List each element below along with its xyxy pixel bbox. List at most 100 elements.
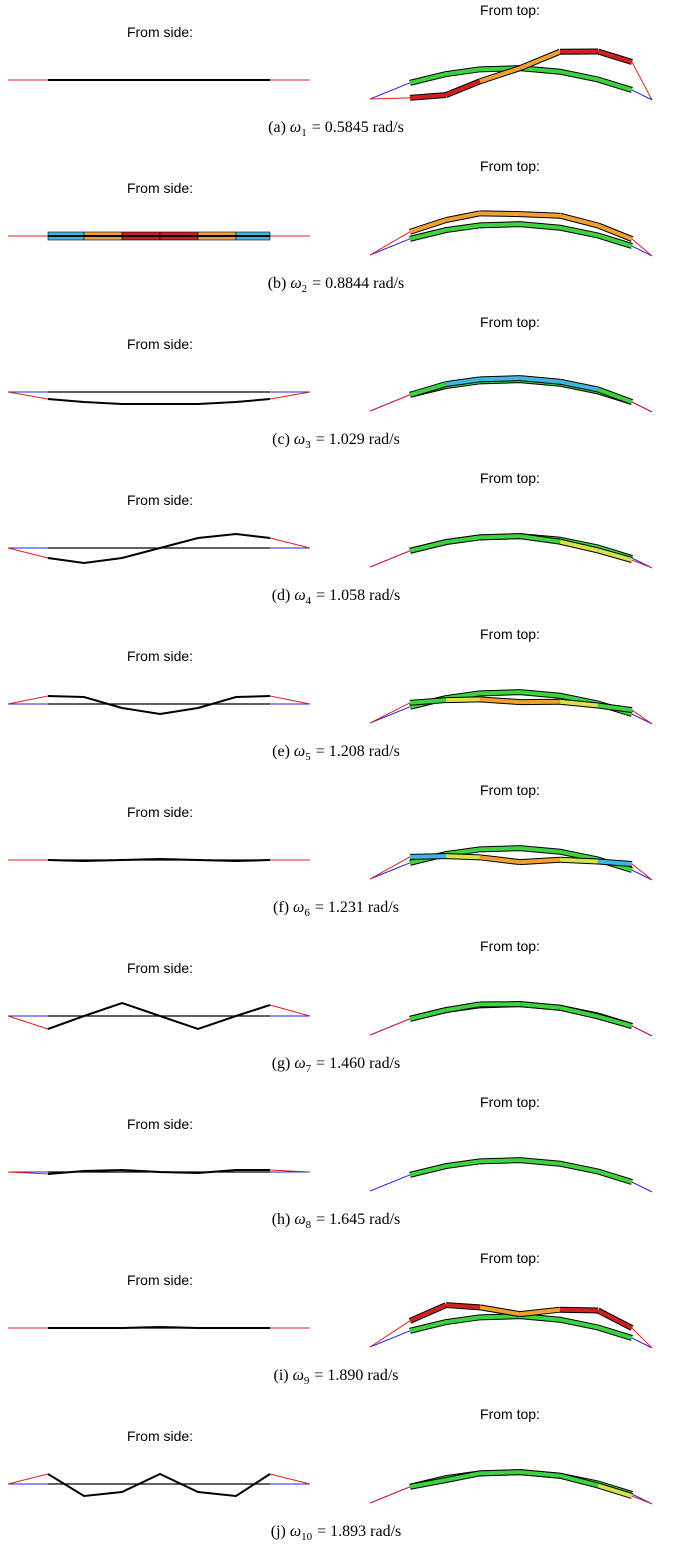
side-view-label: From side:: [127, 336, 193, 352]
top-cable: [370, 1321, 410, 1347]
caption-value: = 1.893 rad/s: [317, 1523, 401, 1540]
caption-label: (d): [272, 587, 291, 604]
caption-symbol: ω: [293, 1367, 304, 1384]
top-deformed-segment: [446, 81, 480, 95]
top-cable: [632, 1026, 652, 1036]
caption-value: = 1.058 rad/s: [316, 587, 400, 604]
top-deformed-segment: [598, 51, 632, 62]
caption-label: (e): [272, 743, 290, 760]
caption-value: = 1.460 rad/s: [316, 1055, 400, 1072]
caption: (e)ω5 = 1.208 rad/s: [272, 743, 400, 763]
caption-subscript: 3: [305, 439, 311, 451]
top-deformed-segment: [480, 536, 520, 537]
top-support: [370, 1175, 410, 1191]
top-view-label: From top:: [480, 470, 540, 486]
top-cable: [370, 395, 410, 411]
side-view-label: From side:: [127, 180, 193, 196]
caption-value: = 0.5845 rad/s: [312, 119, 404, 136]
caption-subscript: 5: [305, 751, 311, 763]
top-view-label: From top:: [480, 782, 540, 798]
top-deformed-segment: [520, 52, 560, 68]
mode-panel: From side:From top:(i)ω9= 1.890 rad/s: [8, 1250, 652, 1387]
side-view-label: From side:: [127, 1272, 193, 1288]
top-deformed-segment: [480, 699, 520, 702]
top-cable: [370, 1019, 410, 1035]
side-cable: [8, 1474, 48, 1484]
caption: (d)ω4 = 1.058 rad/s: [272, 587, 401, 607]
side-cable: [8, 548, 48, 558]
top-deformed-segment: [446, 1305, 480, 1307]
side-cable: [8, 696, 48, 704]
top-beam: [410, 68, 632, 90]
top-deformed-segment: [560, 860, 598, 862]
top-deformed-segment: [446, 856, 480, 857]
top-cable: [370, 703, 410, 723]
caption-symbol: ω: [294, 587, 305, 604]
caption-value: = 1.208 rad/s: [316, 743, 400, 760]
caption: (f)ω6= 1.231 rad/s: [273, 899, 399, 919]
top-cable: [632, 1496, 652, 1504]
top-deformed-segment: [560, 216, 598, 226]
top-view-label: From top:: [480, 938, 540, 954]
caption-symbol: ω: [294, 743, 305, 760]
caption-label: (b): [268, 275, 287, 292]
caption-subscript: 2: [302, 283, 308, 295]
top-cable: [632, 560, 652, 568]
mode-panel: From side: From top: (e)ω5 = 1.208 rad/s: [8, 626, 652, 763]
top-cable: [632, 62, 652, 100]
top-cable: [370, 1487, 410, 1503]
caption-subscript: 10: [301, 1531, 313, 1543]
top-deformed-segment: [520, 1310, 560, 1314]
top-deformed-segment: [446, 1004, 480, 1010]
side-cable: [270, 1005, 310, 1016]
caption-subscript: 7: [306, 1063, 312, 1075]
side-deformed-beam: [48, 1474, 270, 1496]
caption-symbol: ω: [290, 275, 301, 292]
caption: (b)ω2= 0.8844 rad/s: [268, 275, 405, 295]
caption-symbol: ω: [293, 899, 304, 916]
top-view-label: From top:: [480, 1250, 540, 1266]
caption-value: = 1.029 rad/s: [316, 431, 400, 448]
top-view-label: From top:: [480, 158, 540, 174]
side-deformed-beam: [48, 399, 270, 404]
top-support: [370, 83, 410, 99]
top-cable: [632, 710, 652, 724]
caption-label: (i): [273, 1367, 288, 1384]
top-support: [632, 1338, 652, 1348]
top-view-label: From top:: [480, 626, 540, 642]
top-view-label: From top:: [480, 314, 540, 330]
caption-symbol: ω: [294, 431, 305, 448]
caption-label: (j): [271, 1523, 286, 1540]
side-view-label: From side:: [127, 804, 193, 820]
caption-label: (f): [273, 899, 289, 916]
top-deformed-segment: [598, 861, 632, 864]
side-view-label: From side:: [127, 1428, 193, 1444]
mode-panel: From side:From top:(c)ω3= 1.029 rad/s: [8, 314, 652, 451]
caption-label: (h): [272, 1211, 291, 1228]
caption-symbol: ω: [294, 1055, 305, 1072]
side-deformed-beam: [48, 859, 270, 861]
top-view-label: From top:: [480, 1094, 540, 1110]
caption-subscript: 4: [306, 595, 312, 607]
top-deformed-segment: [446, 537, 480, 542]
caption-label: (g): [272, 1055, 291, 1072]
caption-symbol: ω: [290, 119, 301, 136]
top-beam: [410, 536, 632, 558]
caption-symbol: ω: [294, 1211, 305, 1228]
top-support: [632, 1182, 652, 1192]
caption-value: = 1.645 rad/s: [316, 1211, 400, 1228]
caption-value: = 1.890 rad/s: [314, 1367, 398, 1384]
top-cable: [370, 232, 410, 255]
top-deformed-segment: [410, 856, 446, 857]
caption-subscript: 1: [301, 127, 307, 139]
top-beam: [410, 1160, 632, 1182]
side-view-label: From side:: [127, 648, 193, 664]
mode-panel: From side:From top:(j)ω10= 1.893 rad/s: [8, 1406, 652, 1543]
top-deformed-segment: [598, 705, 632, 710]
side-cable: [8, 1016, 48, 1029]
caption-symbol: ω: [290, 1523, 301, 1540]
top-deformed-segment: [520, 860, 560, 862]
side-cable: [270, 1474, 310, 1484]
caption: (j) ω10 = 1.893 rad/s: [271, 1523, 402, 1543]
caption: (g)ω7 = 1.460 rad/s: [272, 1055, 401, 1075]
